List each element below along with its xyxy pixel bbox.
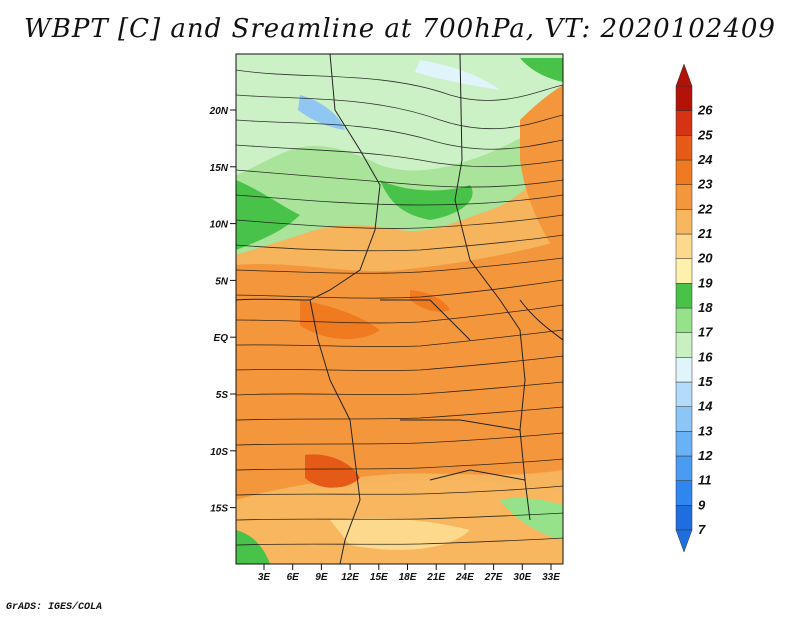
colorbar-swatch (675, 381, 693, 407)
colorbar-swatch (675, 307, 693, 333)
lon-tick-label: 3E (258, 572, 271, 583)
colorbar-swatch (675, 455, 693, 481)
colorbar-swatch (675, 209, 693, 235)
colorbar-label: 7 (698, 522, 706, 537)
lat-tick-label: 15N (210, 163, 229, 174)
lon-tick-label: 24E (455, 572, 474, 583)
colorbar: 7 9 11 12 13 14 15 16 17 18 19 20 21 22 23 24 25 26 (675, 63, 713, 553)
colorbar-label: 19 (698, 275, 713, 290)
colorbar-swatch (675, 505, 693, 531)
colorbar-swatch (675, 85, 693, 111)
colorbar-label: 12 (698, 448, 713, 463)
wbpt-field (236, 54, 563, 564)
credit-text: GrADS: IGES/COLA (6, 602, 103, 613)
lon-tick-label: 30E (513, 572, 531, 583)
lon-tick-label: 12E (341, 572, 359, 583)
colorbar-swatch (675, 110, 693, 136)
colorbar-swatch (675, 233, 693, 259)
chart-title: WBPT [C] and Sreamline at 700hPa, VT: 20… (24, 14, 776, 44)
lon-tick-label: 21E (426, 572, 445, 583)
lat-tick-label: 10N (210, 220, 229, 231)
colorbar-label: 15 (698, 374, 713, 389)
colorbar-label: 22 (697, 201, 713, 216)
colorbar-swatch (675, 431, 693, 457)
colorbar-label: 25 (697, 127, 713, 142)
latitude-axis: 20N 15N 10N 5N EQ 5S 10S 15S (209, 106, 236, 515)
lat-tick-label: 5S (216, 390, 229, 401)
country-borders (236, 54, 563, 564)
colorbar-label: 21 (697, 226, 712, 241)
colorbar-label: 14 (698, 399, 713, 414)
map-frame (235, 53, 564, 565)
colorbar-min-arrow (675, 529, 693, 553)
colorbar-label: 24 (697, 152, 713, 167)
lat-tick-label: 5N (215, 276, 229, 287)
lon-tick-label: 15E (370, 572, 388, 583)
colorbar-swatch (675, 258, 693, 284)
colorbar-swatch (675, 332, 693, 358)
lat-tick-label: 20N (209, 106, 229, 117)
colorbar-max-arrow (675, 63, 693, 87)
colorbar-label: 13 (698, 423, 713, 438)
colorbar-swatch (675, 159, 693, 185)
colorbar-swatch (675, 184, 693, 210)
streamlines (236, 69, 563, 546)
colorbar-label: 20 (697, 251, 713, 266)
colorbar-swatch (675, 406, 693, 432)
colorbar-label: 11 (698, 473, 712, 488)
colorbar-label: 17 (698, 325, 713, 340)
colorbar-label: 16 (698, 349, 713, 364)
colorbar-swatch (675, 480, 693, 506)
colorbar-swatch (675, 357, 693, 383)
lat-tick-label: EQ (214, 333, 229, 344)
lon-tick-label: 27E (484, 572, 503, 583)
colorbar-label: 18 (698, 300, 713, 315)
colorbar-swatch (675, 135, 693, 161)
colorbar-swatch (675, 283, 693, 309)
colorbar-label: 9 (698, 497, 706, 512)
colorbar-label: 23 (697, 177, 713, 192)
lat-tick-label: 15S (210, 504, 228, 515)
lat-tick-label: 10S (210, 447, 228, 458)
lon-tick-label: 18E (399, 572, 417, 583)
lon-tick-label: 33E (542, 572, 560, 583)
longitude-axis: 3E 6E 9E 12E 15E 18E 21E 24E 27E 30E 33E (258, 564, 560, 583)
lon-tick-label: 9E (315, 572, 328, 583)
colorbar-label: 26 (697, 103, 713, 118)
lon-tick-label: 6E (287, 572, 300, 583)
